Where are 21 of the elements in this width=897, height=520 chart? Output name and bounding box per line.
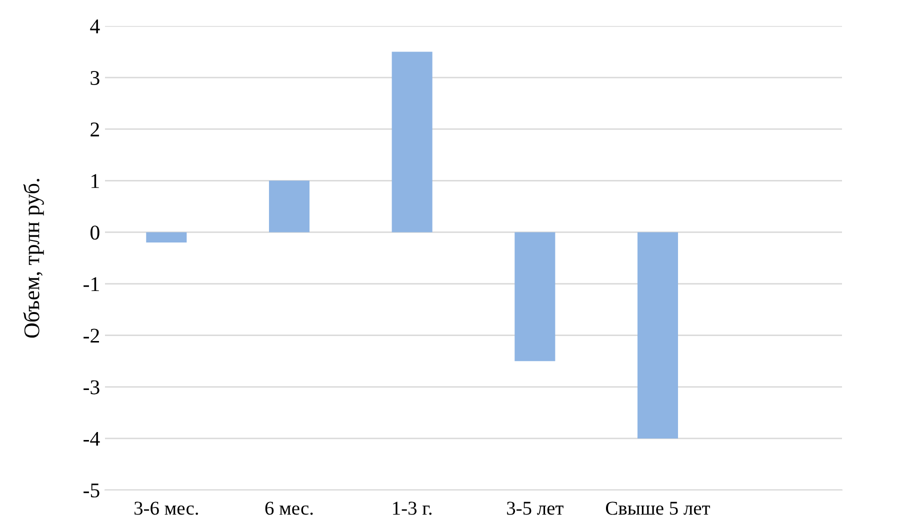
x-tick-label: 3-5 лет bbox=[507, 502, 564, 515]
bar bbox=[514, 232, 556, 362]
y-axis-title: Объем, трлн руб. bbox=[23, 178, 44, 338]
bar bbox=[268, 180, 310, 232]
bar bbox=[637, 232, 678, 438]
x-tick-label: 1-3 г. bbox=[393, 502, 432, 515]
y-tick-label: -5 bbox=[84, 484, 100, 498]
y-tick-label: -4 bbox=[84, 432, 100, 446]
y-tick-label: 3 bbox=[90, 70, 100, 85]
y-tick-label: 1 bbox=[92, 174, 99, 188]
x-tick-label: 6 мес. bbox=[265, 502, 313, 515]
y-tick-label: 2 bbox=[90, 122, 99, 136]
y-tick-label: -1 bbox=[84, 277, 99, 292]
bar bbox=[146, 232, 187, 243]
bar bbox=[392, 52, 432, 232]
x-tick-label: Свыше 5 лет bbox=[606, 502, 710, 515]
y-tick-label: -3 bbox=[84, 380, 100, 394]
y-tick-label: -2 bbox=[84, 328, 99, 343]
y-tick-label: 4 bbox=[90, 20, 100, 34]
x-tick-label: 3-6 мес. bbox=[134, 502, 198, 515]
y-tick-label: 0 bbox=[90, 226, 100, 240]
